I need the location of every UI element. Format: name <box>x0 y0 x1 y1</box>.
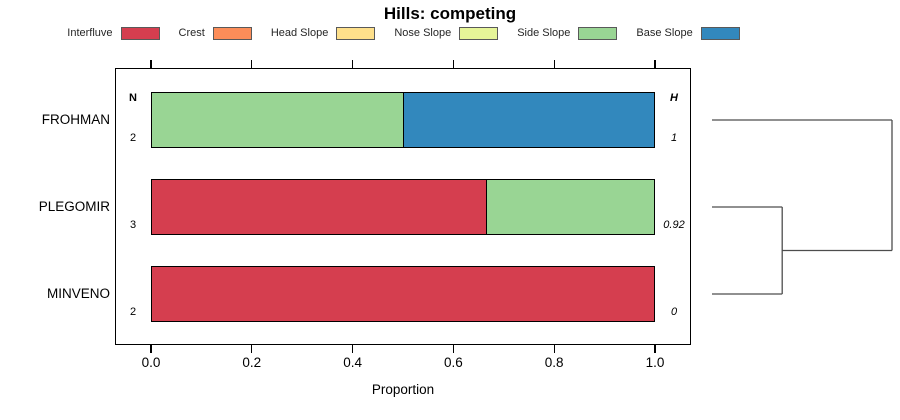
axis-tick-bottom <box>251 345 253 353</box>
n-value: 3 <box>129 219 137 231</box>
legend-swatch <box>336 26 376 40</box>
legend-item: Base Slope <box>636 26 740 40</box>
bar-segment-side-slope <box>486 180 654 234</box>
legend-label: Interfluve <box>67 27 113 39</box>
bar-row <box>151 266 655 322</box>
axis-tick-top <box>452 60 455 68</box>
legend-swatch <box>459 26 499 40</box>
axis-tick-label: 0.2 <box>242 355 262 370</box>
legend: Interfluve Crest Head Slope Nose Slope Side … <box>0 25 807 41</box>
axis-tick-top <box>654 60 656 68</box>
legend-label: Crest <box>178 27 205 39</box>
h-value: 1 <box>670 132 678 144</box>
axis-tick-top <box>351 60 354 68</box>
n-column-header: N <box>129 92 137 104</box>
h-value: 0 <box>670 306 678 318</box>
axis-tick-bottom <box>452 345 455 353</box>
axis-tick-label: 0.0 <box>141 355 161 370</box>
n-value: 2 <box>129 132 137 144</box>
axis-tick-bottom <box>351 345 354 353</box>
axis-tick-bottom <box>553 345 555 353</box>
chart-title: Hills: competing <box>383 4 517 23</box>
legend-item: Interfluve <box>67 26 160 40</box>
legend-label: Base Slope <box>636 27 693 39</box>
bar-row <box>151 179 655 235</box>
legend-label: Nose Slope <box>394 27 452 39</box>
legend-item: Side Slope <box>517 26 618 40</box>
legend-swatch <box>120 26 160 40</box>
axis-tick-top <box>553 60 555 68</box>
h-value: 0.92 <box>663 219 685 231</box>
x-axis-label: Proportion <box>371 382 435 397</box>
axis-tick-label: 0.8 <box>544 355 564 370</box>
legend-swatch <box>212 26 252 40</box>
axis-tick-top <box>251 60 253 68</box>
bar-row <box>151 92 655 148</box>
axis-tick-top <box>150 60 152 68</box>
legend-item: Head Slope <box>270 26 376 40</box>
bar-segment-interfluve <box>152 180 487 234</box>
axis-tick-bottom <box>150 345 152 353</box>
axis-tick-bottom <box>654 345 656 353</box>
legend-item: Nose Slope <box>394 26 499 40</box>
legend-label: Side Slope <box>517 27 571 39</box>
legend-swatch <box>700 26 740 40</box>
axis-tick-label: 0.6 <box>444 355 463 370</box>
legend-label: Head Slope <box>270 27 329 39</box>
n-value: 2 <box>129 306 137 318</box>
axis-tick-label: 0.4 <box>343 355 362 370</box>
axis-tick-label: 1.0 <box>645 355 665 370</box>
category-label: MINVENO <box>46 286 110 301</box>
h-column-header: H <box>670 92 678 104</box>
category-label: FROHMAN <box>41 112 110 127</box>
legend-swatch <box>578 26 618 40</box>
category-label: PLEGOMIR <box>38 199 110 214</box>
bar-segment-interfluve <box>152 267 654 321</box>
bar-segment-side-slope <box>152 93 403 147</box>
legend-item: Crest <box>178 26 252 40</box>
bar-segment-base-slope <box>402 93 654 147</box>
